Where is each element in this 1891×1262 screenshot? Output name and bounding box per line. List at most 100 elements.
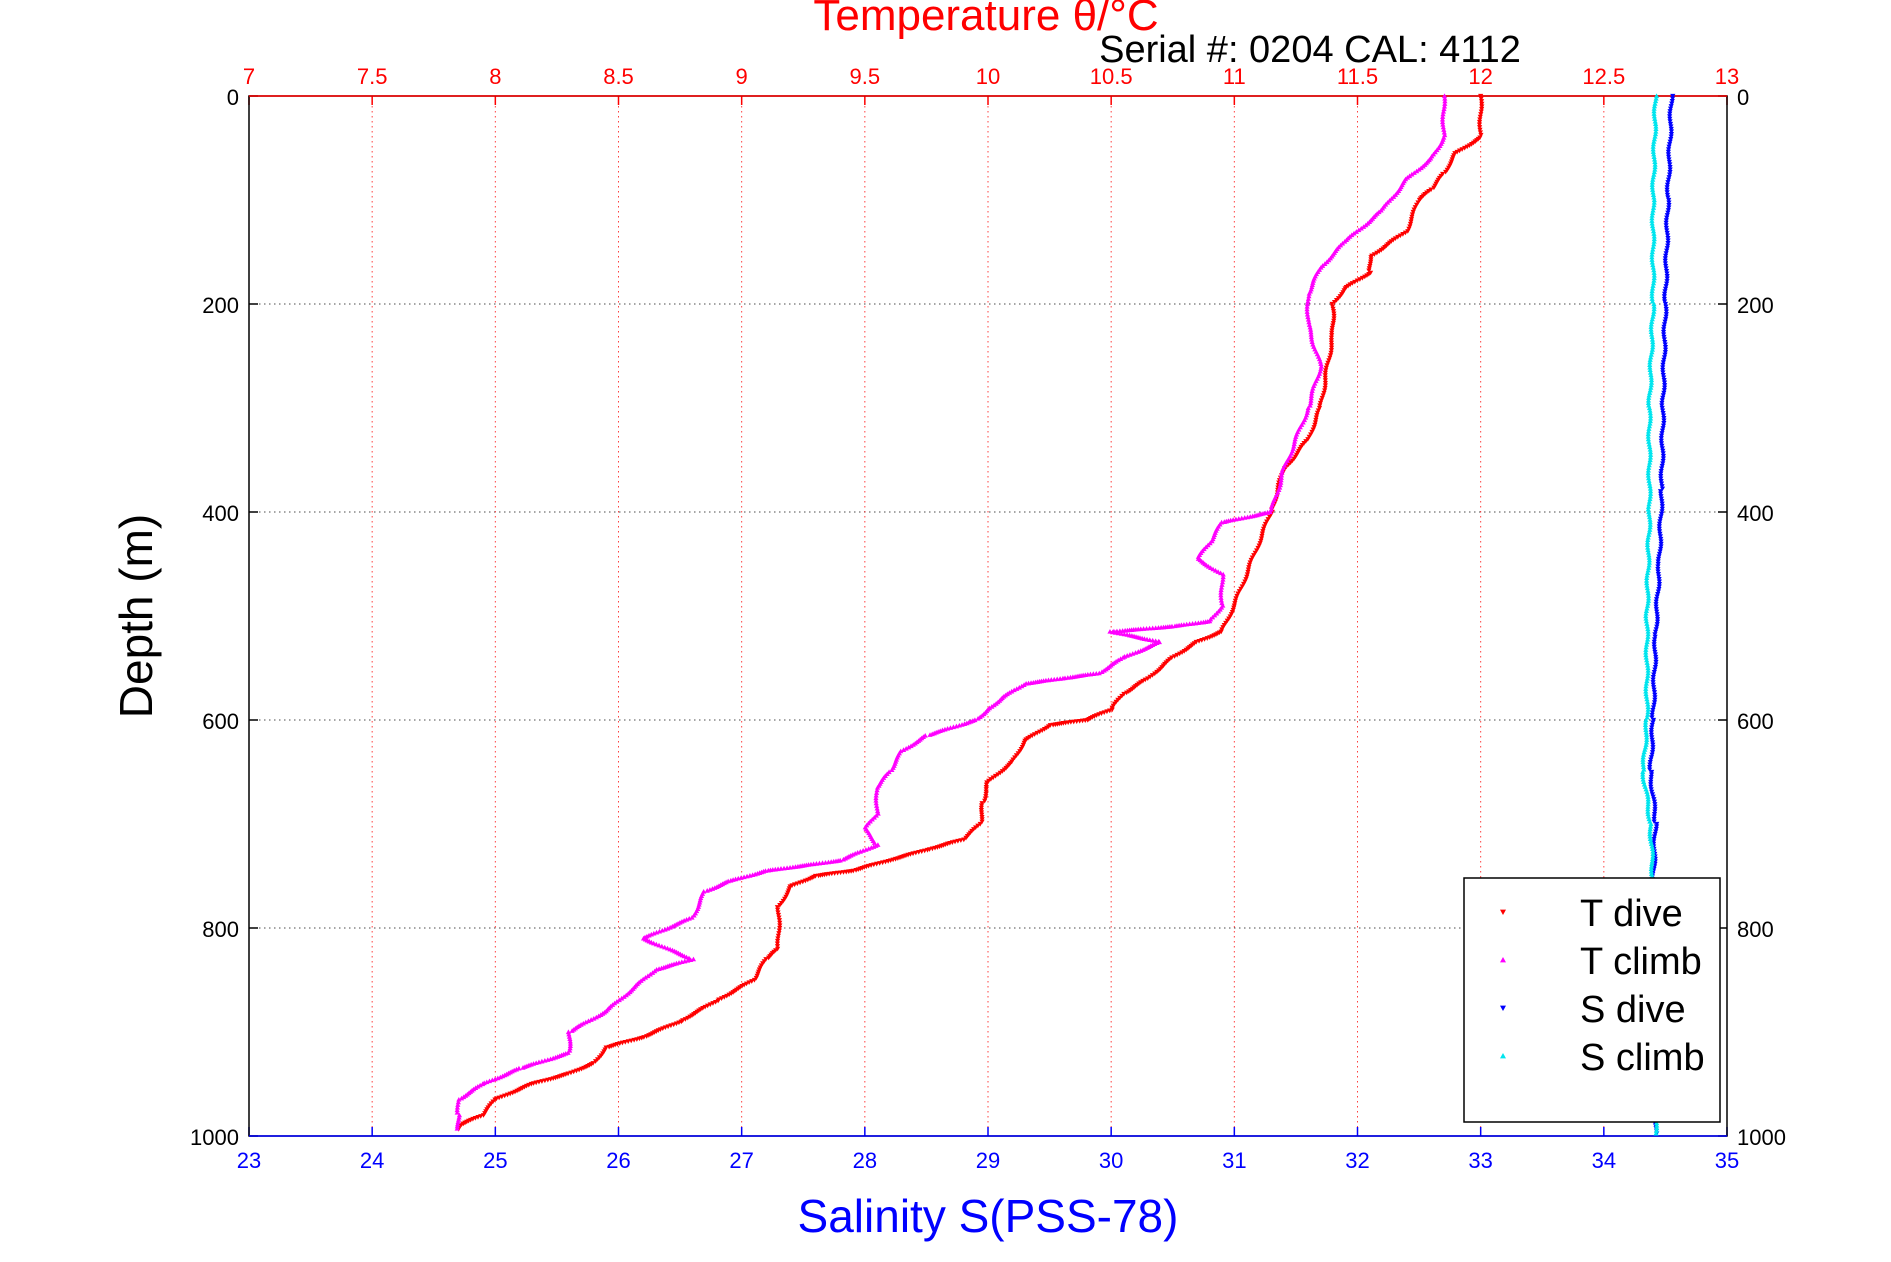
data-point <box>1653 95 1659 101</box>
data-point <box>982 798 988 804</box>
data-point <box>1662 261 1668 267</box>
data-point <box>1409 212 1416 217</box>
data-point <box>1428 187 1434 193</box>
data-point <box>1661 334 1667 340</box>
data-point <box>1655 559 1661 565</box>
legend-label: T climb <box>1580 941 1702 983</box>
data-point <box>645 973 651 979</box>
data-point <box>1648 377 1655 383</box>
data-point <box>1668 126 1674 132</box>
data-point <box>1658 536 1664 542</box>
data-point <box>1650 207 1656 213</box>
x-top-tick-label: 9.5 <box>850 64 881 89</box>
data-point <box>1651 139 1657 144</box>
data-point <box>1309 390 1315 396</box>
data-point <box>1648 385 1654 390</box>
data-point <box>1305 298 1311 304</box>
data-point <box>1662 299 1668 305</box>
data-point <box>592 1059 599 1064</box>
x-top-tick-label: 8 <box>489 64 501 89</box>
data-point <box>1641 779 1647 784</box>
data-point <box>1646 392 1652 398</box>
data-point <box>1646 395 1652 400</box>
data-point <box>1331 299 1338 305</box>
data-point <box>1643 742 1649 747</box>
data-point <box>1234 593 1240 599</box>
data-point <box>1648 784 1654 790</box>
data-point <box>776 915 782 921</box>
data-point <box>1644 789 1650 794</box>
data-point <box>1656 526 1662 532</box>
data-point <box>1650 705 1657 710</box>
x-top-tick-label: 8.5 <box>603 64 634 89</box>
data-point <box>1663 304 1669 310</box>
data-point <box>1656 579 1662 585</box>
data-point <box>776 928 782 934</box>
data-point <box>1044 725 1050 731</box>
data-point <box>653 941 659 947</box>
data-point <box>873 798 879 803</box>
data-point <box>1650 177 1656 182</box>
data-point <box>1395 234 1401 240</box>
data-point <box>1643 686 1649 691</box>
data-point <box>1647 519 1653 525</box>
data-point <box>1328 343 1335 348</box>
chart-subtitle: Serial #: 0204 CAL: 4112 <box>1099 29 1521 71</box>
data-point <box>1037 729 1043 735</box>
data-point <box>1649 715 1655 721</box>
data-point <box>542 1058 548 1063</box>
data-point <box>1665 238 1671 244</box>
data-point <box>1662 385 1668 391</box>
data-point <box>1653 662 1659 668</box>
data-point <box>1330 321 1336 326</box>
data-point <box>712 999 719 1005</box>
data-point <box>1640 757 1646 762</box>
data-point <box>1668 104 1674 109</box>
data-point <box>707 1002 713 1008</box>
data-point <box>1660 451 1666 456</box>
data-point <box>1654 622 1660 627</box>
data-point <box>1650 675 1656 680</box>
data-point <box>721 995 727 1000</box>
data-point <box>1328 348 1335 353</box>
data-point <box>1660 448 1666 454</box>
data-point <box>1218 570 1224 576</box>
data-point <box>1655 556 1662 562</box>
data-point <box>1664 182 1671 188</box>
data-point <box>1646 501 1652 507</box>
data-point <box>1313 417 1319 423</box>
data-point <box>685 957 691 963</box>
data-point <box>1646 562 1652 568</box>
data-point <box>1665 149 1671 155</box>
data-point <box>1640 752 1647 757</box>
data-point <box>1660 372 1666 378</box>
data-point <box>1645 806 1651 812</box>
data-point <box>1668 129 1675 135</box>
data-point <box>653 929 660 935</box>
x-bottom-tick-label: 27 <box>729 1148 753 1173</box>
data-point <box>1647 413 1654 418</box>
data-point <box>1646 555 1652 560</box>
data-point <box>1667 114 1673 119</box>
data-point <box>1649 316 1655 322</box>
data-point <box>705 1003 711 1009</box>
data-point <box>1647 390 1653 395</box>
data-point <box>900 747 907 752</box>
data-point <box>1310 385 1316 391</box>
data-point <box>1660 367 1666 373</box>
data-point <box>1645 704 1651 710</box>
data-point <box>1645 811 1651 817</box>
data-point <box>1651 241 1657 247</box>
x-bottom-axis-label: Salinity S(PSS-78) <box>798 1190 1179 1242</box>
data-point <box>1648 863 1655 869</box>
chart-title: Temperature θ/°C <box>813 0 1158 40</box>
data-point <box>1645 544 1651 550</box>
data-point <box>777 923 783 928</box>
data-point <box>659 943 665 949</box>
data-point <box>458 1095 465 1101</box>
data-point <box>1660 453 1666 459</box>
data-point <box>1644 712 1651 717</box>
data-point <box>1652 629 1659 635</box>
data-point <box>1647 760 1653 765</box>
